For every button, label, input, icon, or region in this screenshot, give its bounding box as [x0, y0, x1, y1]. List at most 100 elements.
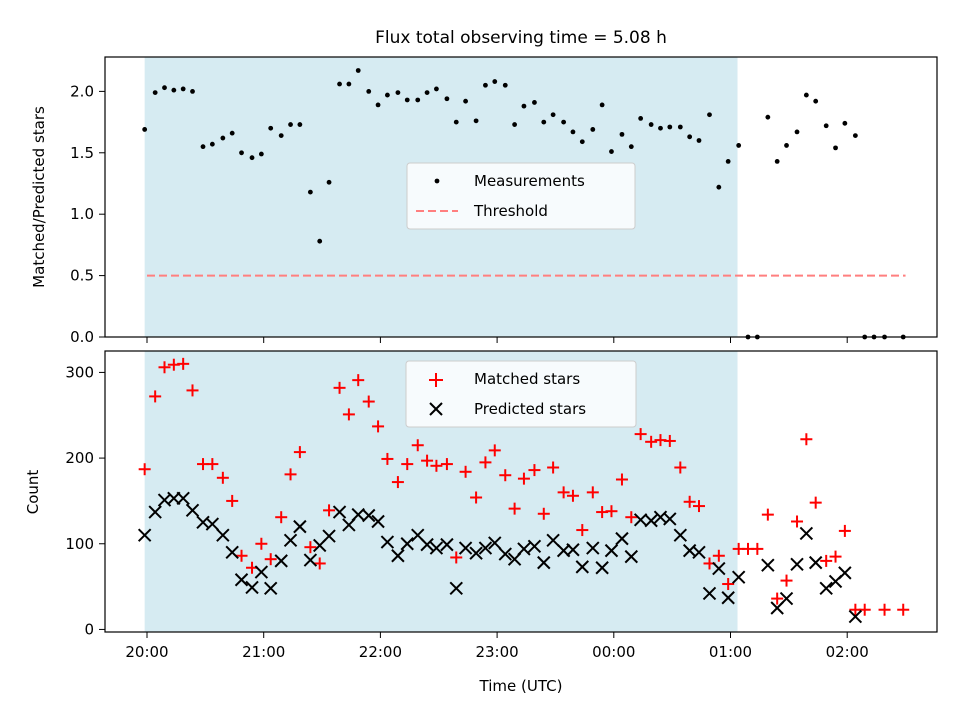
predicted-star-point	[624, 549, 639, 564]
measurement-point	[180, 86, 186, 92]
y-tick-label: 0.5	[70, 267, 94, 285]
matched-star-point	[800, 433, 813, 446]
predicted-star-point	[391, 549, 405, 563]
predicted-star-point	[254, 565, 269, 579]
predicted-star-point	[819, 581, 833, 596]
matched-star-point	[751, 542, 764, 555]
measurement-point	[784, 143, 789, 148]
bottom-x-ticks: 20:00 21:00 22:00 23:00 00:00 01:00 02:00	[125, 632, 869, 661]
legend-matched-label: Matched stars	[474, 370, 580, 388]
matched-star-point	[683, 495, 696, 508]
predicted-star-point	[731, 570, 746, 584]
predicted-star-point	[848, 609, 863, 624]
matched-star-point	[391, 476, 404, 489]
predicted-star-point	[488, 536, 502, 550]
measurement-point	[736, 143, 742, 148]
predicted-star-point	[779, 591, 794, 606]
measurement-point	[424, 90, 430, 96]
measurement-point	[599, 102, 605, 108]
top-axes-frame	[104, 56, 938, 338]
measurement-point	[716, 184, 722, 190]
measurement-point	[337, 81, 342, 87]
matched-star-point	[304, 541, 317, 554]
measurement-point	[813, 98, 819, 104]
x-tick-label: 21:00	[242, 643, 285, 661]
predicted-star-point	[245, 580, 259, 595]
measurement-point	[278, 133, 284, 138]
predicted-star-point	[799, 526, 814, 541]
measurement-point	[765, 114, 771, 120]
legend-matched-marker	[429, 373, 443, 387]
predicted-star-point	[263, 581, 278, 596]
measurement-point	[307, 189, 313, 195]
matched-star-point	[722, 578, 735, 591]
matched-star-point	[820, 554, 833, 567]
matched-star-point	[517, 472, 530, 485]
predicted-star-point	[234, 573, 249, 587]
matched-star-point	[663, 434, 676, 447]
predicted-star-point	[546, 533, 560, 548]
predicted-star-point	[721, 591, 735, 605]
measurement-point	[463, 98, 468, 104]
matched-star-point	[809, 496, 822, 509]
matched-star-point	[838, 524, 851, 537]
measurement-point	[326, 179, 332, 185]
measurement-point	[794, 129, 800, 135]
measurement-point	[453, 119, 459, 125]
predicted-star-point	[216, 528, 230, 542]
matched-star-point	[186, 384, 199, 397]
predicted-star-point	[575, 560, 589, 574]
chart-title: Flux total observing time = 5.08 h	[375, 28, 667, 48]
matched-star-point	[342, 408, 355, 421]
measurement-point	[483, 82, 488, 88]
measurement-point	[258, 151, 264, 157]
predicted-star-point	[663, 512, 677, 526]
predicted-star-point	[429, 541, 444, 555]
matched-star-point	[479, 456, 492, 469]
x-tick-label: 01:00	[709, 643, 752, 661]
predicted-star-point	[761, 558, 775, 572]
measurement-point	[667, 124, 673, 130]
measurement-point	[317, 238, 323, 244]
predicted-star-point	[176, 491, 190, 506]
predicted-star-point	[566, 543, 580, 557]
predicted-star-point	[400, 537, 414, 551]
measurement-point	[239, 150, 244, 156]
matched-star-point	[372, 420, 385, 433]
bottom-legend: Matched stars Predicted stars	[405, 360, 637, 428]
predicted-star-point	[595, 561, 609, 575]
measurement-point	[590, 127, 596, 132]
measurement-point	[852, 133, 858, 138]
matched-star-point	[158, 361, 171, 374]
matched-star-point	[149, 390, 162, 403]
measurement-points	[142, 68, 906, 340]
matched-star-point	[692, 500, 705, 513]
matched-star-point	[566, 489, 579, 502]
matched-star-point	[615, 473, 628, 486]
predicted-star-point	[449, 581, 463, 596]
matched-star-point	[576, 524, 589, 537]
measurement-point	[142, 127, 148, 132]
matched-star-point	[780, 574, 793, 587]
bottom-y-axis-label: Count	[24, 470, 42, 515]
y-tick-label: 300	[65, 363, 94, 381]
matched-star-point	[537, 507, 550, 520]
measurement-point	[707, 112, 712, 118]
bottom-legend-box	[405, 360, 637, 428]
measurement-point	[803, 92, 809, 98]
top-panel: 0.00.51.01.52.0 Matched/Predicted stars …	[30, 56, 938, 346]
predicted-star-point	[332, 505, 347, 519]
measurement-point	[609, 149, 614, 154]
matched-star-points	[138, 357, 910, 616]
predicted-star-point	[478, 541, 493, 555]
predicted-star-point	[838, 566, 852, 580]
matched-star-point	[313, 557, 326, 570]
matched-star-point	[791, 515, 804, 528]
measurement-point	[638, 116, 644, 121]
measurement-point	[658, 125, 663, 131]
matched-star-point	[645, 435, 658, 448]
matched-star-point	[625, 511, 638, 524]
matched-star-point	[499, 469, 512, 482]
predicted-star-point	[380, 535, 395, 549]
